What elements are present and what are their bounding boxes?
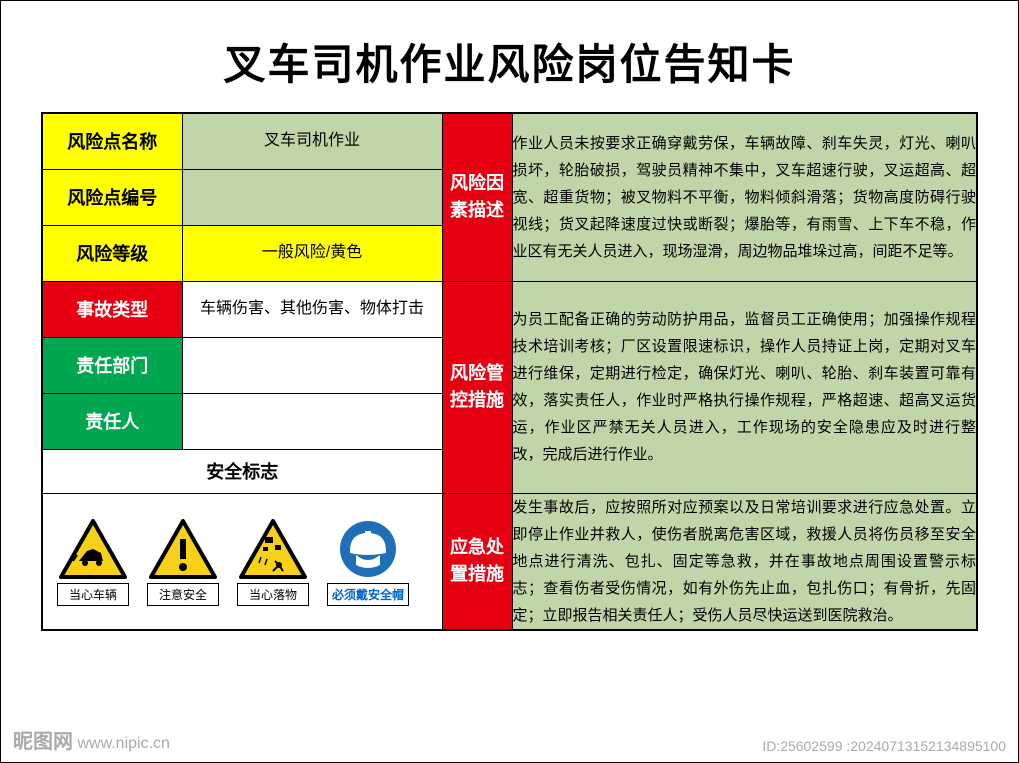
risk-table: 风险点名称 叉车司机作业 风险因素描述 作业人员未按要求正确穿戴劳保，车辆故障、… bbox=[41, 112, 978, 631]
sign-falling: 当心落物 bbox=[237, 517, 309, 606]
label-risk-number: 风险点编号 bbox=[42, 169, 182, 225]
warning-falling-icon bbox=[237, 517, 309, 581]
value-risk-level: 一般风险/黄色 bbox=[182, 225, 442, 281]
sign-vehicle: 当心车辆 bbox=[57, 517, 129, 606]
watermark-id: ID:25602599 :20240713152134895100 bbox=[762, 738, 1006, 754]
content-emergency: 发生事故后，应按照所对应预案以及日常培训要求进行应急处置。立即停止作业并救人，使… bbox=[512, 493, 977, 630]
sign-helmet: 必须戴安全帽 bbox=[327, 517, 409, 606]
mandatory-helmet-icon bbox=[332, 517, 404, 581]
value-risk-name: 叉车司机作业 bbox=[182, 113, 442, 169]
value-responsible bbox=[182, 393, 442, 449]
value-dept bbox=[182, 337, 442, 393]
sign-falling-label: 当心落物 bbox=[237, 583, 309, 606]
sign-caution: 注意安全 bbox=[147, 517, 219, 606]
page-title: 叉车司机作业风险岗位告知卡 bbox=[41, 31, 978, 92]
label-risk-level: 风险等级 bbox=[42, 225, 182, 281]
safety-signs-container: 当心车辆 注意安全 bbox=[43, 507, 442, 616]
label-safety-signs: 安全标志 bbox=[42, 449, 442, 493]
warning-exclaim-icon bbox=[147, 517, 219, 581]
label-responsible: 责任人 bbox=[42, 393, 182, 449]
label-control-measures: 风险管控措施 bbox=[442, 281, 512, 493]
sign-vehicle-label: 当心车辆 bbox=[57, 583, 129, 606]
content-control-measures: 为员工配备正确的劳动防护用品，监督员工正确使用；加强操作规程技术培训考核；厂区设… bbox=[512, 281, 977, 493]
sign-helmet-label: 必须戴安全帽 bbox=[327, 583, 409, 606]
label-risk-factors: 风险因素描述 bbox=[442, 113, 512, 281]
label-accident-type: 事故类型 bbox=[42, 281, 182, 337]
watermark-brand: 昵图网 www.nipic.cn bbox=[13, 725, 170, 754]
warning-vehicle-icon bbox=[57, 517, 129, 581]
label-dept: 责任部门 bbox=[42, 337, 182, 393]
value-accident-type: 车辆伤害、其他伤害、物体打击 bbox=[182, 281, 442, 337]
sign-caution-label: 注意安全 bbox=[147, 583, 219, 606]
content-risk-factors: 作业人员未按要求正确穿戴劳保，车辆故障、刹车失灵，灯光、喇叭损坏，轮胎破损，驾驶… bbox=[512, 113, 977, 281]
label-risk-name: 风险点名称 bbox=[42, 113, 182, 169]
value-risk-number bbox=[182, 169, 442, 225]
label-emergency: 应急处置措施 bbox=[442, 493, 512, 630]
